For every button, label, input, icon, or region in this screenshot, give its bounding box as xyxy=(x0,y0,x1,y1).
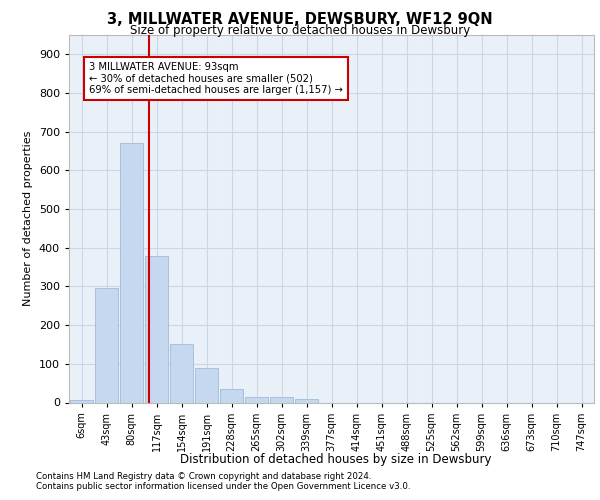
Y-axis label: Number of detached properties: Number of detached properties xyxy=(23,131,33,306)
Bar xyxy=(245,398,268,402)
Text: Contains public sector information licensed under the Open Government Licence v3: Contains public sector information licen… xyxy=(36,482,410,491)
Text: Size of property relative to detached houses in Dewsbury: Size of property relative to detached ho… xyxy=(130,24,470,37)
Text: Contains HM Land Registry data © Crown copyright and database right 2024.: Contains HM Land Registry data © Crown c… xyxy=(36,472,371,481)
Bar xyxy=(295,398,318,402)
Bar xyxy=(95,288,118,403)
Bar xyxy=(270,398,293,402)
Bar xyxy=(145,256,168,402)
Bar xyxy=(70,400,93,402)
Bar xyxy=(195,368,218,402)
Text: 3, MILLWATER AVENUE, DEWSBURY, WF12 9QN: 3, MILLWATER AVENUE, DEWSBURY, WF12 9QN xyxy=(107,12,493,28)
Text: 3 MILLWATER AVENUE: 93sqm
← 30% of detached houses are smaller (502)
69% of semi: 3 MILLWATER AVENUE: 93sqm ← 30% of detac… xyxy=(89,62,343,96)
Bar xyxy=(120,144,143,402)
Bar xyxy=(220,389,243,402)
Bar xyxy=(170,344,193,403)
Text: Distribution of detached houses by size in Dewsbury: Distribution of detached houses by size … xyxy=(180,452,492,466)
